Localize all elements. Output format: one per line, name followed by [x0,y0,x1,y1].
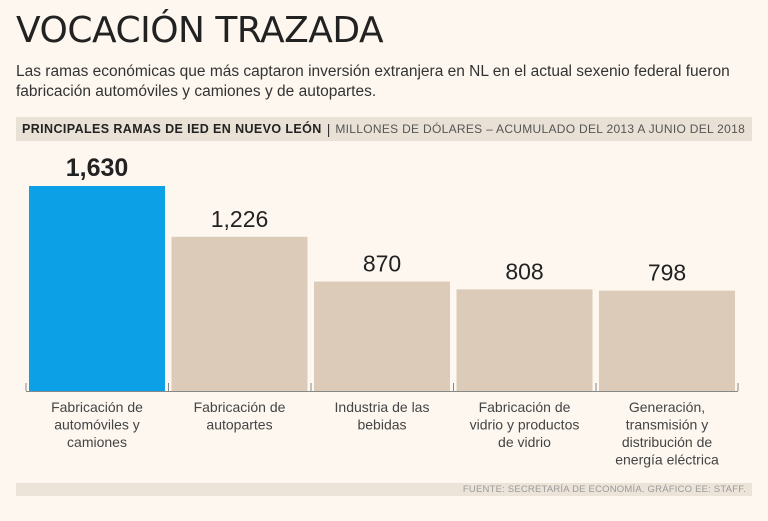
category-label-1: Fabricación de automóviles y camiones [51,399,143,450]
chart-subtitle: Las ramas económicas que más captaron in… [16,63,730,100]
bar-5 [599,290,735,391]
chart-units: MILLONES DE DÓLARES – ACUMULADO DEL 2013… [335,122,746,136]
category-label-4: Fabricación de vidrio y productos de vidri… [470,399,580,450]
category-label-5: Generación, transmisión y distribución de e… [615,399,719,468]
chart-title: VOCACIÓN TRAZADA [16,10,384,51]
heading-separator: | [326,121,331,137]
bar-4 [456,289,593,391]
value-label-5: 798 [648,260,686,286]
bar-3 [314,281,450,391]
bar-1 [29,186,165,391]
bar-2 [171,236,308,391]
chart-heading-band: PRINCIPALES RAMAS DE IED EN NUEVO LEÓN |… [16,117,752,141]
source-note: FUENTE: SECRETARÍA DE ECONOMÍA. GRÁFICO … [16,483,752,496]
value-label-1: 1,630 [66,154,129,182]
chart-heading: PRINCIPALES RAMAS DE IED EN NUEVO LEÓN [22,122,322,136]
value-label-3: 870 [363,251,401,277]
value-label-2: 1,226 [211,206,269,232]
bar-chart: 1,630 Fabricación de automóviles y camiones… [25,154,739,468]
category-label-3: Industria de las bebidas [335,399,430,433]
value-label-4: 808 [505,258,543,284]
category-label-2: Fabricación de autopartes [194,399,286,433]
